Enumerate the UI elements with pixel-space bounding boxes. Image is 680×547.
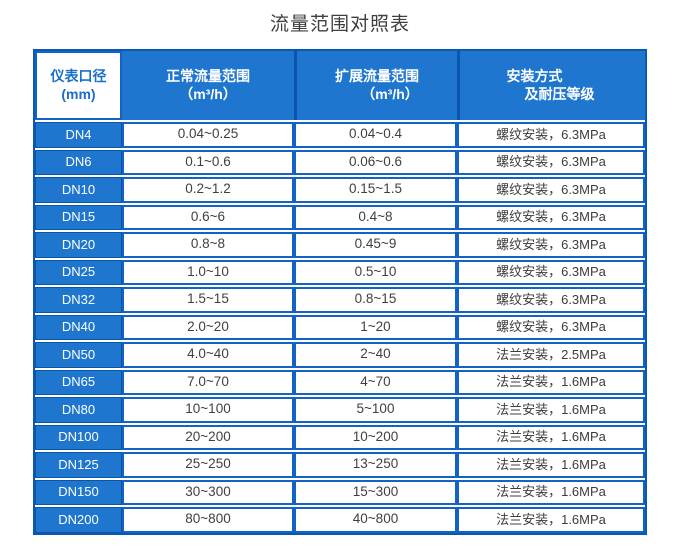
header-extended-range: 扩展流量范围 （m³/h）: [294, 51, 457, 120]
normal-range-cell: 4.0~40: [122, 342, 294, 368]
installation-cell: 螺纹安装，6.3MPa: [457, 177, 645, 203]
header-installation: 安装方式 及耐压等级: [457, 51, 645, 120]
header-diameter-line2: (mm): [61, 85, 96, 102]
diameter-cell: DN10: [35, 177, 122, 203]
installation-cell: 螺纹安装，6.3MPa: [457, 122, 645, 148]
installation-cell: 法兰安装，1.6MPa: [457, 424, 645, 450]
header-normal-range-line1: 正常流量范围: [166, 68, 250, 84]
normal-range-cell: 10~100: [122, 397, 294, 423]
diameter-cell: DN150: [35, 479, 122, 505]
diameter-cell: DN4: [35, 122, 122, 148]
diameter-cell: DN50: [35, 342, 122, 368]
extended-range-cell: 2~40: [294, 342, 457, 368]
diameter-cell: DN15: [35, 204, 122, 230]
flow-range-table: 仪表口径 (mm) 正常流量范围 （m³/h） 扩展流量范围 （m³/h） 安装…: [33, 49, 647, 535]
extended-range-cell: 0.8~15: [294, 287, 457, 313]
extended-range-cell: 0.04~0.4: [294, 122, 457, 148]
installation-cell: 法兰安装，1.6MPa: [457, 452, 645, 478]
extended-range-cell: 1~20: [294, 314, 457, 340]
extended-range-cell: 0.4~8: [294, 204, 457, 230]
normal-range-cell: 0.8~8: [122, 232, 294, 258]
installation-cell: 法兰安装，1.6MPa: [457, 479, 645, 505]
installation-cell: 螺纹安装，6.3MPa: [457, 287, 645, 313]
diameter-cell: DN200: [35, 507, 122, 533]
page-title: 流量范围对照表: [269, 14, 410, 35]
header-extended-range-line2: （m³/h）: [361, 85, 419, 102]
extended-range-cell: 5~100: [294, 397, 457, 423]
diameter-cell: DN32: [35, 287, 122, 313]
installation-cell: 法兰安装，1.6MPa: [457, 397, 645, 423]
normal-range-cell: 30~300: [122, 479, 294, 505]
extended-range-cell: 10~200: [294, 424, 457, 450]
header-installation-line2: 及耐压等级: [524, 85, 595, 102]
extended-range-cell: 0.15~1.5: [294, 177, 457, 203]
installation-cell: 螺纹安装，6.3MPa: [457, 204, 645, 230]
extended-range-cell: 13~250: [294, 452, 457, 478]
extended-range-cell: 15~300: [294, 479, 457, 505]
installation-cell: 法兰安装，1.6MPa: [457, 507, 645, 533]
header-normal-range-line2: （m³/h）: [179, 85, 237, 102]
normal-range-cell: 0.2~1.2: [122, 177, 294, 203]
extended-range-cell: 0.06~0.6: [294, 149, 457, 175]
extended-range-cell: 4~70: [294, 369, 457, 395]
header-normal-range: 正常流量范围 （m³/h）: [122, 51, 294, 120]
normal-range-cell: 1.0~10: [122, 259, 294, 285]
normal-range-cell: 1.5~15: [122, 287, 294, 313]
extended-range-cell: 0.5~10: [294, 259, 457, 285]
installation-cell: 法兰安装，1.6MPa: [457, 369, 645, 395]
normal-range-cell: 0.1~0.6: [122, 149, 294, 175]
diameter-cell: DN20: [35, 232, 122, 258]
diameter-cell: DN80: [35, 397, 122, 423]
extended-range-cell: 40~800: [294, 507, 457, 533]
diameter-cell: DN125: [35, 452, 122, 478]
normal-range-cell: 0.6~6: [122, 204, 294, 230]
normal-range-cell: 80~800: [122, 507, 294, 533]
installation-cell: 螺纹安装，6.3MPa: [457, 149, 645, 175]
installation-cell: 螺纹安装，6.3MPa: [457, 232, 645, 258]
installation-cell: 螺纹安装，6.3MPa: [457, 314, 645, 340]
normal-range-cell: 2.0~20: [122, 314, 294, 340]
diameter-cell: DN6: [35, 149, 122, 175]
installation-cell: 螺纹安装，6.3MPa: [457, 259, 645, 285]
diameter-cell: DN25: [35, 259, 122, 285]
header-diameter: 仪表口径 (mm): [35, 51, 122, 120]
extended-range-cell: 0.45~9: [294, 232, 457, 258]
table-grid: 仪表口径 (mm) 正常流量范围 （m³/h） 扩展流量范围 （m³/h） 安装…: [35, 51, 645, 533]
normal-range-cell: 7.0~70: [122, 369, 294, 395]
diameter-cell: DN100: [35, 424, 122, 450]
normal-range-cell: 25~250: [122, 452, 294, 478]
installation-cell: 法兰安装，2.5MPa: [457, 342, 645, 368]
diameter-cell: DN65: [35, 369, 122, 395]
diameter-cell: DN40: [35, 314, 122, 340]
header-extended-range-line1: 扩展流量范围: [335, 68, 419, 84]
header-diameter-line1: 仪表口径: [50, 68, 107, 84]
header-installation-line1: 安装方式: [506, 68, 563, 84]
normal-range-cell: 20~200: [122, 424, 294, 450]
normal-range-cell: 0.04~0.25: [122, 122, 294, 148]
